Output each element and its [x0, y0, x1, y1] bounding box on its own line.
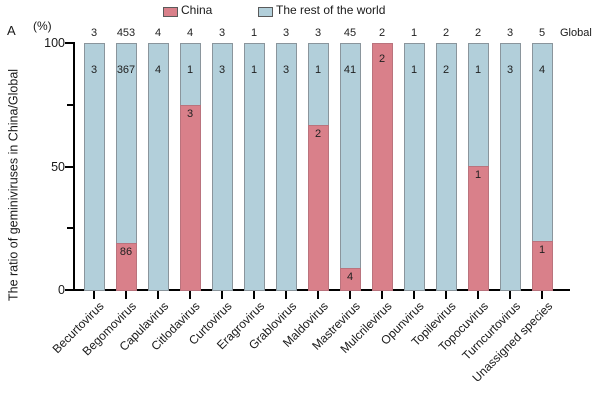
x-axis-tick	[445, 291, 447, 299]
bar-total-label: 3	[314, 27, 322, 39]
y-axis-tick-label: 100	[44, 36, 65, 50]
bar-rest-count-label: 41	[343, 64, 357, 76]
y-axis-tick	[65, 289, 73, 291]
bar-segment-china-Citlodavirus	[180, 105, 201, 291]
y-axis-tick	[65, 165, 73, 168]
bar-total-label: 3	[218, 27, 226, 39]
y-axis-line	[73, 42, 75, 291]
bar-china-count-label: 1	[538, 244, 546, 256]
x-axis-tick	[349, 291, 351, 299]
bar-segment-rest-Eragrovirus	[244, 43, 265, 291]
x-axis-tick	[317, 291, 319, 299]
bar-total-label: 3	[90, 27, 98, 39]
x-axis-tick	[477, 291, 479, 299]
bar-total-label: 2	[442, 27, 450, 39]
bar-rest-count-label: 1	[186, 64, 194, 76]
bar-segment-china-Mulcrilevirus	[372, 43, 393, 291]
x-axis-tick	[189, 291, 191, 299]
bar-total-label: 3	[282, 27, 290, 39]
bar-rest-count-label: 3	[282, 64, 290, 76]
x-axis-tick	[157, 291, 159, 299]
y-axis-tick	[67, 103, 73, 106]
legend-swatch-china-icon	[163, 7, 178, 17]
bar-total-label: 45	[343, 27, 357, 39]
bar-rest-count-label: 1	[314, 64, 322, 76]
x-axis-tick	[509, 291, 511, 299]
y-axis-title: The ratio of geminiviruses in China/Glob…	[6, 68, 21, 302]
legend-label-china: China	[181, 3, 213, 17]
bar-china-count-label: 1	[474, 169, 482, 181]
bar-rest-count-label: 2	[442, 64, 450, 76]
bar-rest-count-label: 1	[474, 64, 482, 76]
bar-segment-china-Mastrevirus	[340, 268, 361, 291]
y-axis-tick	[65, 42, 73, 44]
x-axis-tick	[413, 291, 415, 299]
figure-panel-label: A	[7, 23, 16, 38]
y-axis-unit-label: (%)	[33, 19, 52, 33]
y-axis-tick-label: 50	[51, 159, 65, 174]
bar-segment-china-Begomovirus	[116, 243, 137, 291]
y-axis-tick-label: 0	[58, 283, 65, 297]
bar-rest-count-label: 4	[538, 64, 546, 76]
bar-rest-count-label: 4	[154, 64, 162, 76]
bar-rest-count-label: 3	[506, 64, 514, 76]
bar-segment-rest-Maldovirus	[308, 43, 329, 126]
bar-segment-rest-Becurtovirus	[84, 43, 105, 291]
x-axis-tick	[93, 291, 95, 299]
bar-total-label: 5	[538, 27, 546, 39]
x-axis-tick	[221, 291, 223, 299]
bar-segment-rest-Grablovirus	[276, 43, 297, 291]
bar-segment-china-Maldovirus	[308, 125, 329, 291]
bar-total-label: 2	[378, 27, 386, 39]
bar-china-count-label: 3	[186, 108, 194, 120]
bar-total-label: 2	[474, 27, 482, 39]
bar-total-label: 453	[116, 27, 136, 39]
bar-segment-rest-Topocuvirus	[468, 43, 489, 167]
bar-china-count-label: 4	[346, 271, 354, 283]
bar-total-label: 4	[186, 27, 194, 39]
bar-segment-rest-Opunvirus	[404, 43, 425, 291]
bar-total-label: 4	[154, 27, 162, 39]
bar-china-count-label: 2	[378, 53, 386, 65]
bar-rest-count-label: 1	[410, 64, 418, 76]
x-axis-tick	[285, 291, 287, 299]
global-column-header: Global	[560, 27, 592, 39]
x-axis-tick	[541, 291, 543, 299]
bar-rest-count-label: 3	[90, 64, 98, 76]
x-axis-tick	[125, 291, 127, 299]
bar-total-label: 3	[506, 27, 514, 39]
x-axis-tick	[381, 291, 383, 299]
bar-segment-rest-Topilevirus	[436, 43, 457, 291]
bar-segment-china-Topocuvirus	[468, 166, 489, 291]
bar-total-label: 1	[250, 27, 258, 39]
bar-china-count-label: 2	[314, 128, 322, 140]
bar-total-label: 1	[410, 27, 418, 39]
bar-rest-count-label: 3	[218, 64, 226, 76]
y-axis-tick	[67, 227, 73, 230]
bar-segment-rest-Turncurtovirus	[500, 43, 521, 291]
x-axis-tick	[253, 291, 255, 299]
bar-rest-count-label: 367	[116, 64, 136, 76]
legend-swatch-rest-of-world-icon	[258, 7, 273, 17]
bar-segment-rest-Capulavirus	[148, 43, 169, 291]
bar-rest-count-label: 1	[250, 64, 258, 76]
legend-label-rest-of-world: The rest of the world	[276, 3, 386, 17]
bar-segment-china-Unassigned species	[532, 241, 553, 291]
bar-segment-rest-Curtovirus	[212, 43, 233, 291]
bar-china-count-label: 86	[119, 246, 133, 258]
